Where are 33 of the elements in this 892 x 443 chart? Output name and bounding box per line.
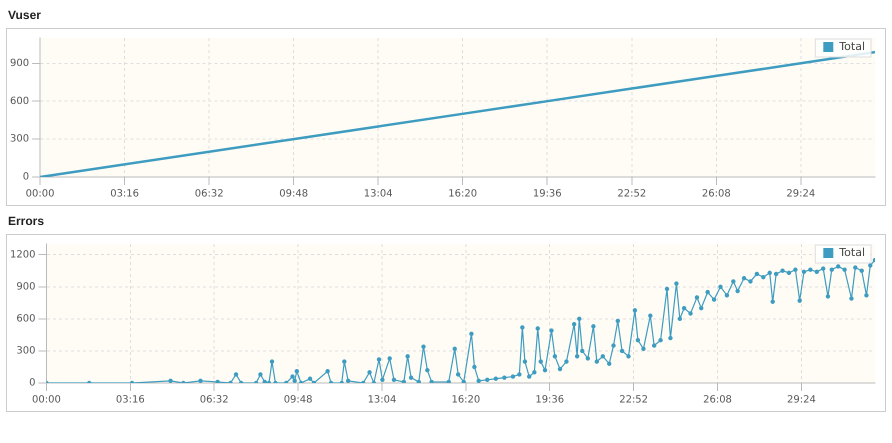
y-tick-label: 900 bbox=[10, 58, 30, 69]
legend-label: Total bbox=[838, 40, 866, 53]
y-tick-label: 1200 bbox=[10, 249, 36, 260]
x-tick-label: 22:52 bbox=[617, 188, 646, 200]
chart-title: Errors bbox=[8, 214, 46, 228]
x-tick-label: 26:08 bbox=[703, 394, 732, 406]
x-tick-label: 29:24 bbox=[786, 394, 816, 406]
x-tick-label: 26:08 bbox=[702, 188, 731, 200]
y-tick-label: 300 bbox=[16, 346, 36, 357]
x-tick-label: 13:04 bbox=[368, 394, 396, 406]
x-tick-label: 22:52 bbox=[619, 394, 648, 406]
x-tick-label: 13:04 bbox=[364, 188, 393, 200]
x-tick-label: 29:24 bbox=[786, 188, 816, 200]
x-tick-label: 00:00 bbox=[32, 394, 61, 406]
y-tick-label: 300 bbox=[10, 134, 30, 145]
y-tick-label: 600 bbox=[10, 96, 30, 107]
y-tick-label: 900 bbox=[16, 281, 36, 292]
x-tick-label: 16:20 bbox=[448, 188, 478, 200]
x-tick-label: 19:36 bbox=[532, 188, 562, 200]
x-tick-label: 16:20 bbox=[451, 394, 480, 406]
x-tick-label: 09:48 bbox=[284, 394, 313, 406]
x-tick-label: 19:36 bbox=[535, 394, 564, 406]
x-tick-label: 00:00 bbox=[26, 188, 54, 200]
x-tick-label: 09:48 bbox=[279, 188, 308, 200]
chart-title: Vuser bbox=[8, 8, 42, 22]
x-tick-label: 03:16 bbox=[110, 188, 140, 200]
y-tick-label: 0 bbox=[29, 378, 36, 389]
legend-label: Total bbox=[838, 246, 866, 259]
x-tick-label: 06:32 bbox=[200, 394, 229, 406]
x-tick-label: 06:32 bbox=[194, 188, 224, 200]
y-tick-label: 0 bbox=[22, 172, 30, 183]
x-tick-label: 03:16 bbox=[116, 394, 145, 406]
y-tick-label: 600 bbox=[16, 313, 36, 324]
